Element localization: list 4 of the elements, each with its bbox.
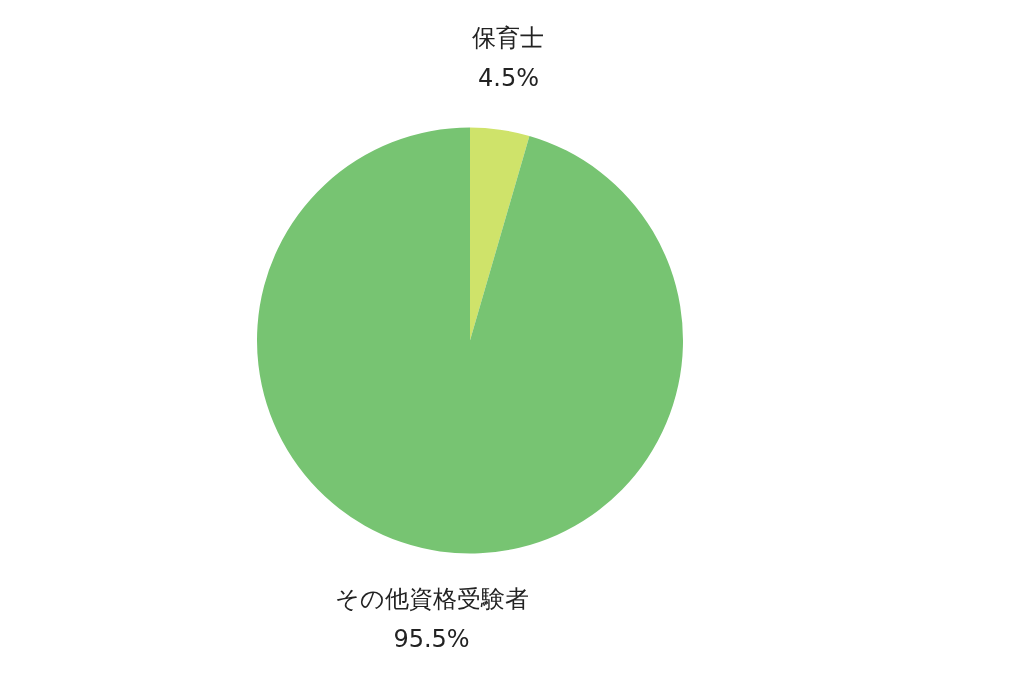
slice-label: 保育士	[472, 24, 545, 53]
data-label: 95.5%	[393, 625, 470, 654]
data-label: 4.5%	[477, 64, 539, 93]
slice-label: その他資格受験者	[334, 585, 529, 614]
